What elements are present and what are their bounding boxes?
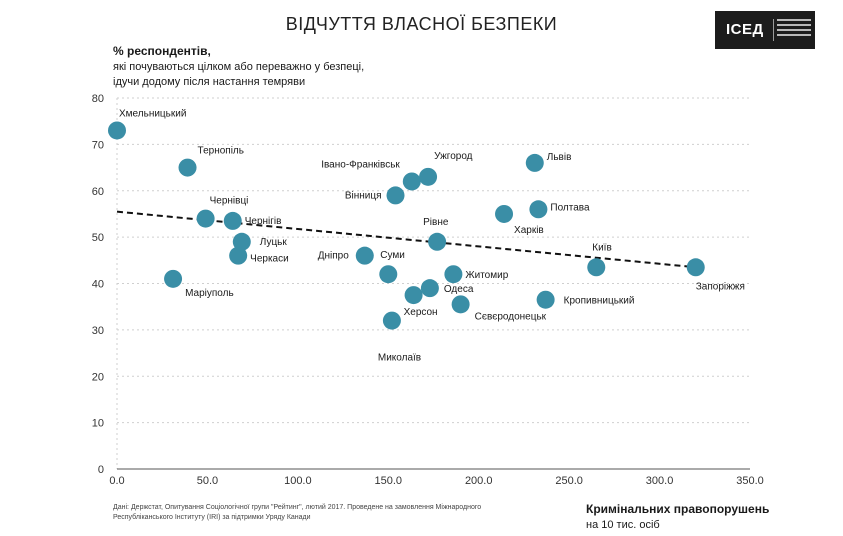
y-tick-label: 10 <box>92 418 104 430</box>
data-point <box>223 211 242 230</box>
data-point <box>379 265 398 284</box>
y-tick-label: 40 <box>92 279 104 291</box>
x-tick-label: 350.0 <box>736 475 764 487</box>
x-tick-label: 250.0 <box>555 475 583 487</box>
data-point <box>229 246 248 265</box>
x-tick-label: 0.0 <box>109 475 124 487</box>
logo-caption-lines <box>777 19 811 39</box>
point-label: Вінниця <box>345 190 382 201</box>
point-label: Дніпро <box>318 251 349 262</box>
point-label: Тернопіль <box>198 146 244 157</box>
point-label: Чернівці <box>210 196 249 207</box>
point-label: Полтава <box>550 202 590 213</box>
source-note: Дані: Держстат, Опитування Соціологічної… <box>113 504 482 521</box>
data-point <box>108 121 126 140</box>
data-point <box>495 204 514 223</box>
point-label: Суми <box>380 250 405 261</box>
y-title-line2: які почуваються цілком або переважно у б… <box>113 61 365 73</box>
x-axis-title: Кримінальних правопорушень на 10 тис. ос… <box>586 502 769 533</box>
data-point <box>355 246 374 265</box>
data-point <box>402 172 421 191</box>
logo-mark: ІСЕД <box>726 21 764 38</box>
point-label: Херсон <box>404 307 438 318</box>
point-label: Ужгород <box>434 151 473 162</box>
point-label: Одеса <box>444 284 474 295</box>
point-label: Київ <box>592 242 612 253</box>
point-label: Житомир <box>465 270 508 281</box>
y-tick-label: 80 <box>92 93 104 105</box>
data-point <box>232 232 251 251</box>
logo: ІСЕД <box>715 11 815 49</box>
y-title-line3: ідучи додому після настання темряви <box>113 76 306 88</box>
data-point <box>529 200 548 219</box>
x-title-line1: Кримінальних правопорушень <box>586 502 770 516</box>
y-title-line1: % респондентів, <box>113 44 211 58</box>
y-tick-label: 20 <box>92 371 104 383</box>
y-axis-title: % респондентів, які почуваються цілком а… <box>113 44 364 90</box>
point-label: Харків <box>514 225 544 236</box>
data-point <box>444 265 463 284</box>
data-point <box>164 269 183 288</box>
data-point <box>686 258 705 277</box>
trend-line <box>116 210 696 269</box>
data-point <box>404 286 423 305</box>
y-tick-label: 70 <box>92 139 104 151</box>
point-label: Кропивницький <box>564 296 635 307</box>
data-point <box>196 209 215 228</box>
data-point <box>587 258 606 277</box>
y-tick-label: 30 <box>92 325 104 337</box>
point-label: Сєвєродонецьк <box>475 311 547 322</box>
x-tick-label: 300.0 <box>646 475 674 487</box>
point-label: Івано-Франківськ <box>321 159 400 170</box>
point-label: Львів <box>547 152 572 163</box>
data-point <box>451 295 470 314</box>
x-tick-label: 50.0 <box>197 475 218 487</box>
y-tick-label: 0 <box>98 464 104 476</box>
point-label: Чернігів <box>245 216 282 227</box>
y-tick-label: 50 <box>92 232 104 244</box>
data-point <box>178 158 197 177</box>
data-point <box>525 153 544 172</box>
x-tick-label: 100.0 <box>284 475 312 487</box>
point-label: Миколаїв <box>378 353 421 364</box>
logo-separator <box>773 19 774 41</box>
page-title: ВІДЧУТТЯ ВЛАСНОЇ БЕЗПЕКИ <box>285 14 558 34</box>
data-point <box>420 279 439 298</box>
y-tick-label: 60 <box>92 186 104 198</box>
data-point <box>419 167 438 186</box>
point-label: Черкаси <box>250 254 289 265</box>
point-label: Рівне <box>423 217 449 228</box>
point-label: Маріуполь <box>185 288 234 299</box>
x-title-line2: на 10 тис. осіб <box>586 519 660 531</box>
point-label: Хмельницький <box>119 108 186 119</box>
x-tick-label: 200.0 <box>465 475 493 487</box>
data-point <box>428 232 447 251</box>
data-point <box>536 290 555 309</box>
x-tick-label: 150.0 <box>375 475 403 487</box>
data-point <box>386 186 405 205</box>
data-point <box>382 311 401 330</box>
point-label: Луцьк <box>260 237 288 248</box>
point-label: Запоріжжя <box>696 281 745 292</box>
